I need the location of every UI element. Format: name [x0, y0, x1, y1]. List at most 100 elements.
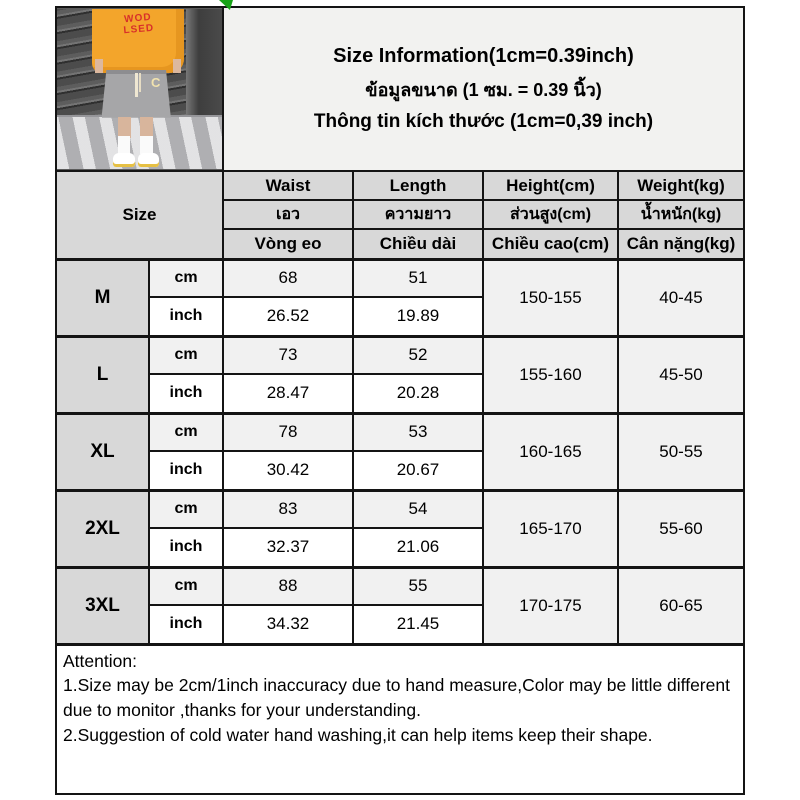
- table-row: inch 34.32 21.45: [56, 604, 744, 645]
- unit-label-inch: inch: [148, 604, 224, 645]
- title-vietnamese: Thông tin kích thước (1cm=0,39 inch): [313, 111, 654, 132]
- attention-note: Attention: 1.Size may be 2cm/1inch inacc…: [55, 642, 745, 795]
- col-header-height-vi: Chiều cao(cm): [482, 228, 619, 260]
- shirt-graphic-text: WOD LSED: [91, 9, 185, 39]
- waist-inch-xl: 30.42: [222, 450, 354, 491]
- height-range-xl: 160-165: [482, 411, 619, 491]
- waist-inch-l: 28.47: [222, 373, 354, 414]
- unit-label-inch: inch: [148, 373, 224, 414]
- green-corner-marker: [219, 0, 233, 10]
- weight-range-xl: 50-55: [617, 411, 745, 491]
- size-information-table: WOD LSED C: [55, 6, 745, 795]
- col-header-height-en: Height(cm): [482, 170, 619, 201]
- height-range-2xl: 165-170: [482, 488, 619, 568]
- person-sock-right: [140, 136, 153, 154]
- size-cell-xl: XL: [55, 411, 150, 491]
- attention-heading: Attention:: [63, 650, 137, 671]
- length-cm-m: 51: [352, 257, 484, 298]
- weight-range-2xl: 55-60: [617, 488, 745, 568]
- top-row: WOD LSED C: [55, 6, 745, 172]
- table-row: inch 30.42 20.67: [56, 450, 744, 491]
- size-cell-3xl: 3XL: [55, 565, 150, 645]
- person-sock-left: [118, 136, 131, 154]
- unit-label-cm: cm: [148, 565, 224, 606]
- unit-label-cm: cm: [148, 411, 224, 452]
- length-cm-2xl: 54: [352, 488, 484, 529]
- length-inch-m: 19.89: [352, 296, 484, 337]
- length-inch-l: 20.28: [352, 373, 484, 414]
- shorts-drawstring: [134, 73, 138, 97]
- unit-label-inch: inch: [148, 450, 224, 491]
- waist-cm-2xl: 83: [222, 488, 354, 529]
- person-shirt: WOD LSED: [91, 9, 185, 73]
- col-header-length-vi: Chiều dài: [352, 228, 484, 260]
- waist-cm-l: 73: [222, 334, 354, 375]
- table-row: inch 32.37 21.06: [56, 527, 744, 568]
- col-header-length-en: Length: [352, 170, 484, 201]
- unit-label-cm: cm: [148, 257, 224, 298]
- waist-cm-3xl: 88: [222, 565, 354, 606]
- header-row-thai: เอว ความยาว ส่วนสูง(cm) น้ำหนัก(kg): [56, 199, 745, 230]
- attention-line-1: 1.Size may be 2cm/1inch inaccuracy due t…: [63, 675, 730, 721]
- table-row: XL cm 78 53 160-165 50-55: [55, 411, 745, 491]
- col-header-waist-th: เอว: [222, 199, 354, 230]
- unit-label-inch: inch: [148, 296, 224, 337]
- length-inch-2xl: 21.06: [352, 527, 484, 568]
- col-header-waist-en: Waist: [222, 170, 354, 201]
- person-leg-left: [118, 117, 132, 138]
- height-range-l: 155-160: [482, 334, 619, 414]
- col-header-weight-th: น้ำหนัก(kg): [617, 199, 745, 230]
- person-arm-left: [94, 58, 104, 73]
- title-panel: Size Information(1cm=0.39inch) ข้อมูลขนา…: [222, 6, 745, 172]
- waist-inch-2xl: 32.37: [222, 527, 354, 568]
- unit-label-cm: cm: [148, 334, 224, 375]
- shorts-drawstring-2: [138, 73, 141, 93]
- waist-inch-3xl: 34.32: [222, 604, 354, 645]
- size-cell-2xl: 2XL: [55, 488, 150, 568]
- unit-label-inch: inch: [148, 527, 224, 568]
- col-header-weight-vi: Cân nặng(kg): [617, 228, 745, 260]
- length-cm-xl: 53: [352, 411, 484, 452]
- length-inch-xl: 20.67: [352, 450, 484, 491]
- weight-range-3xl: 60-65: [617, 565, 745, 645]
- size-cell-m: M: [55, 257, 150, 337]
- table-row: inch 26.52 19.89: [56, 296, 744, 337]
- height-range-m: 150-155: [482, 257, 619, 337]
- table-row: L cm 73 52 155-160 45-50: [55, 334, 745, 414]
- unit-label-cm: cm: [148, 488, 224, 529]
- size-column-header: Size: [55, 170, 224, 260]
- table-row: inch 28.47 20.28: [56, 373, 744, 414]
- photo-wall-right: [185, 9, 221, 117]
- col-header-waist-vi: Vòng eo: [222, 228, 354, 260]
- weight-range-m: 40-45: [617, 257, 745, 337]
- table-row: M cm 68 51 150-155 40-45: [55, 257, 745, 337]
- table-row: 2XL cm 83 54 165-170 55-60: [55, 488, 745, 568]
- header-row-vietnamese: Vòng eo Chiều dài Chiều cao(cm) Cân nặng…: [56, 228, 745, 260]
- size-cell-l: L: [55, 334, 150, 414]
- size-chart-sheet: WOD LSED C: [55, 0, 745, 795]
- product-photo: WOD LSED C: [58, 9, 221, 169]
- col-header-weight-en: Weight(kg): [617, 170, 745, 201]
- attention-row: Attention: 1.Size may be 2cm/1inch inacc…: [55, 642, 745, 795]
- person-shoe-right: [137, 153, 160, 168]
- height-range-3xl: 170-175: [482, 565, 619, 645]
- title-thai: ข้อมูลขนาด (1 ซม. = 0.39 นิ้ว): [365, 80, 602, 100]
- table-row: 3XL cm 88 55 170-175 60-65: [55, 565, 745, 645]
- weight-range-l: 45-50: [617, 334, 745, 414]
- person-arm-right: [172, 58, 181, 73]
- length-inch-3xl: 21.45: [352, 604, 484, 645]
- col-header-height-th: ส่วนสูง(cm): [482, 199, 619, 230]
- person-leg-right: [139, 117, 153, 138]
- person-shoe-left: [113, 153, 135, 168]
- title-english: Size Information(1cm=0.39inch): [333, 45, 634, 67]
- length-cm-3xl: 55: [352, 565, 484, 606]
- waist-inch-m: 26.52: [222, 296, 354, 337]
- waist-cm-m: 68: [222, 257, 354, 298]
- attention-line-2: 2.Suggestion of cold water hand washing,…: [63, 725, 653, 746]
- col-header-length-th: ความยาว: [352, 199, 484, 230]
- waist-cm-xl: 78: [222, 411, 354, 452]
- shorts-letter-patch: C: [151, 74, 161, 90]
- product-photo-cell: WOD LSED C: [55, 6, 224, 172]
- header-row-english: Size Waist Length Height(cm) Weight(kg): [55, 170, 745, 260]
- length-cm-l: 52: [352, 334, 484, 375]
